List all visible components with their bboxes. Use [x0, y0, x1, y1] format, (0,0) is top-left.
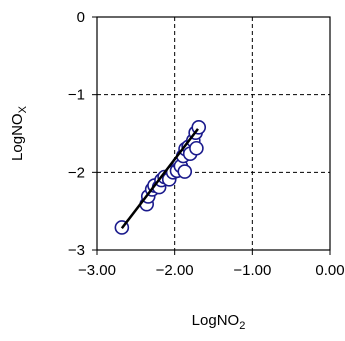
x-tick-label: −2.00: [156, 262, 194, 279]
x-axis-ticks: −3.00 −2.00 −1.00 0.00: [78, 250, 345, 279]
x-tick-label: −1.00: [233, 262, 271, 279]
y-tick-label: −2: [68, 164, 85, 181]
plot-area-frame: [96, 16, 331, 251]
x-axis-title: LogNO2: [192, 312, 246, 332]
x-tick-label: −3.00: [78, 262, 116, 279]
y-tick-label: −1: [68, 87, 85, 104]
y-tick-label: −3: [68, 242, 85, 259]
y-tick-label: 0: [77, 9, 85, 26]
y-axis-ticks: 0 −1 −2 −3: [68, 9, 97, 259]
data-point: [189, 140, 204, 156]
y-axis-title: LogNOX: [9, 105, 29, 161]
gridlines: [97, 17, 330, 250]
x-tick-label: 0.00: [315, 262, 344, 279]
data-point: [177, 164, 193, 179]
fit-line: [120, 128, 199, 230]
